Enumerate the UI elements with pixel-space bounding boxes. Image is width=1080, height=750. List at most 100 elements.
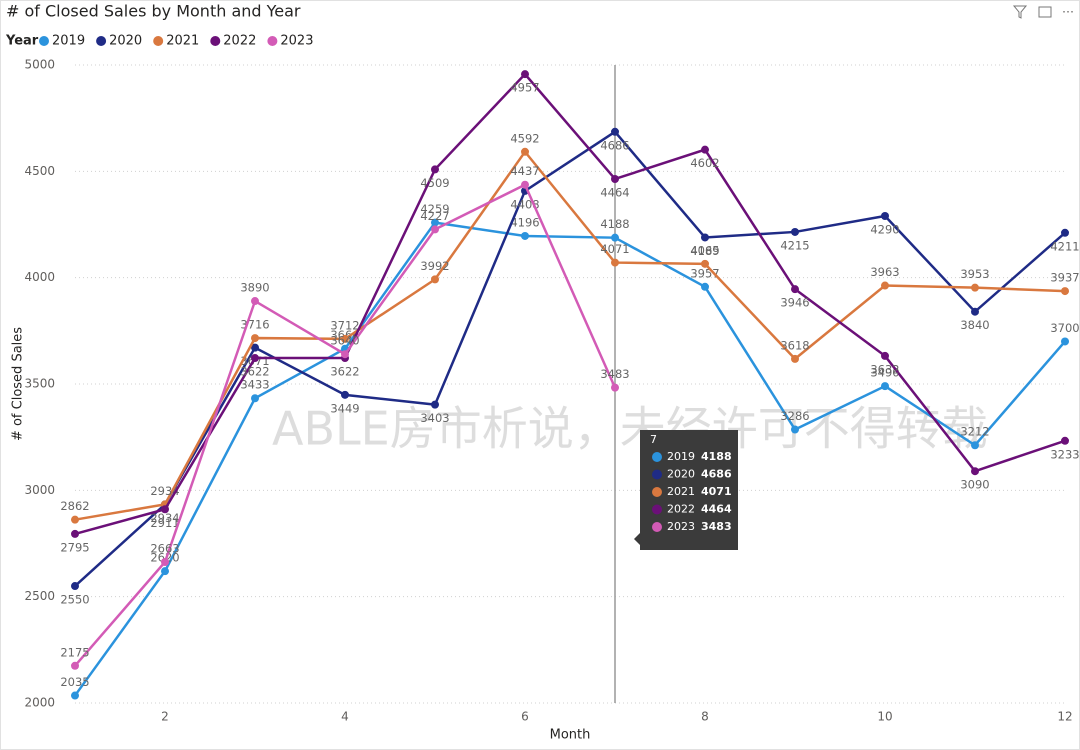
data-label: 2795: [60, 540, 89, 554]
legend-marker: [153, 36, 164, 46]
x-tick-label: 12: [1057, 710, 1072, 724]
point: [341, 350, 349, 359]
point: [161, 505, 169, 514]
data-label: 2911: [150, 516, 179, 530]
point: [431, 275, 439, 284]
tooltip-name: 2023: [667, 520, 695, 533]
tooltip-value: 4464: [701, 503, 732, 516]
legend-label: 2022: [223, 34, 256, 49]
point: [881, 211, 889, 220]
data-label: 4509: [420, 176, 449, 190]
point: [1061, 337, 1069, 346]
filter-icon[interactable]: [1012, 5, 1028, 19]
y-tick-label: 2000: [24, 696, 55, 710]
data-label: 3286: [780, 409, 809, 423]
point: [161, 558, 169, 567]
data-label: 2175: [60, 645, 89, 659]
data-label: 3890: [240, 281, 269, 295]
data-label: 4259: [420, 202, 449, 216]
y-tick-label: 3500: [24, 377, 55, 391]
legend-marker: [210, 36, 221, 46]
y-axis-title: # of Closed Sales: [11, 327, 26, 441]
tooltip-marker: [652, 522, 662, 532]
x-tick-label: 6: [521, 710, 529, 724]
point: [611, 383, 619, 392]
data-label: 4065: [690, 243, 719, 257]
data-label: 3946: [780, 296, 809, 310]
more-icon[interactable]: ⋯: [1062, 5, 1074, 19]
header-icons[interactable]: ⋯: [1012, 5, 1074, 19]
data-label: 3992: [420, 259, 449, 273]
data-label: 2663: [150, 542, 179, 556]
point: [251, 354, 259, 363]
point: [71, 529, 79, 538]
point: [791, 285, 799, 294]
point: [521, 231, 529, 240]
y-tick-label: 5000: [24, 58, 55, 72]
point: [971, 283, 979, 292]
tooltip-marker: [652, 452, 662, 462]
point: [701, 233, 709, 242]
data-label: 2035: [60, 675, 89, 689]
series-line: [74, 72, 1066, 536]
legend-label: 2023: [280, 34, 313, 49]
point: [971, 467, 979, 476]
point: [971, 307, 979, 316]
data-label: 3449: [330, 401, 359, 415]
point: [251, 297, 259, 306]
data-label: 3090: [960, 478, 989, 492]
series-line: [74, 130, 1066, 587]
data-label: 3618: [780, 338, 809, 352]
legend-marker: [96, 36, 107, 46]
point: [251, 334, 259, 343]
data-label: 3483: [600, 367, 629, 381]
point: [701, 259, 709, 268]
tooltip-marker: [652, 487, 662, 497]
y-tick-label: 2500: [24, 589, 55, 603]
data-label: 2550: [60, 593, 89, 607]
point: [251, 394, 259, 403]
legend-label: 2021: [166, 34, 199, 49]
point: [611, 174, 619, 183]
data-label: 2934: [150, 484, 179, 498]
point: [701, 282, 709, 291]
tooltip-header: 7: [650, 433, 657, 446]
point: [71, 515, 79, 524]
tooltip-value: 3483: [701, 520, 732, 533]
point: [881, 351, 889, 360]
point: [1061, 436, 1069, 445]
data-label: 3700: [1050, 321, 1079, 335]
point: [431, 165, 439, 174]
data-label: 4211: [1050, 239, 1079, 253]
series-line: [73, 221, 1066, 697]
data-label: 3433: [240, 378, 269, 392]
tooltip-name: 2020: [667, 468, 695, 481]
point: [791, 227, 799, 236]
y-tick-label: 4500: [24, 164, 55, 178]
point: [341, 390, 349, 399]
data-label: 4464: [600, 185, 629, 199]
tooltip-pointer: [634, 533, 640, 545]
legend-marker: [267, 36, 278, 46]
legend-title: Year: [5, 34, 39, 49]
point: [521, 147, 529, 156]
focus-icon[interactable]: [1038, 6, 1052, 18]
point: [431, 225, 439, 234]
data-label: 4188: [600, 217, 629, 231]
data-label: 4071: [600, 242, 629, 256]
x-tick-label: 8: [701, 710, 709, 724]
point: [701, 145, 709, 154]
legend-label: 2020: [109, 34, 142, 49]
legend-marker: [39, 36, 49, 46]
point: [71, 691, 79, 700]
point: [611, 258, 619, 267]
data-label: 4227: [420, 209, 449, 223]
x-axis-title: Month: [550, 728, 591, 743]
data-label: 4290: [870, 222, 899, 236]
tooltip-value: 4071: [701, 485, 732, 498]
data-label: 4196: [510, 215, 539, 229]
data-label: 3840: [960, 318, 989, 332]
y-tick-label: 4000: [24, 270, 55, 284]
point: [431, 218, 439, 227]
